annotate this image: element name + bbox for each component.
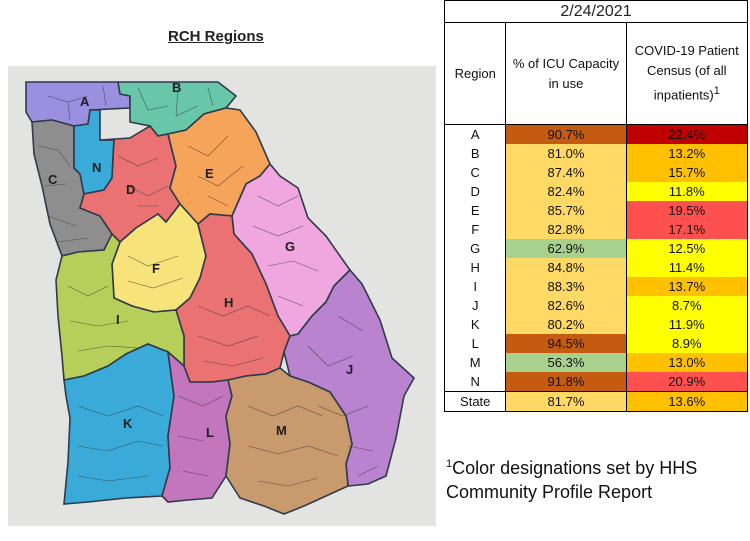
cell-region: B bbox=[443, 144, 507, 163]
table-row: C 87.4% 15.7% bbox=[443, 163, 749, 182]
rch-regions-map: A B C N D E G F H I J K L M bbox=[8, 66, 436, 526]
region-label-j: J bbox=[346, 362, 353, 377]
cell-icu: 85.7% bbox=[505, 201, 627, 220]
cell-census: 19.5% bbox=[625, 201, 749, 220]
region-label-k: K bbox=[123, 416, 133, 431]
cell-icu: 87.4% bbox=[505, 163, 627, 182]
header-region: Region bbox=[443, 22, 507, 125]
cell-census: 13.0% bbox=[625, 353, 749, 372]
table-row: K 80.2% 11.9% bbox=[443, 315, 749, 334]
region-label-g: G bbox=[285, 239, 295, 254]
header-census: COVID-19 Patient Census (of all inpatien… bbox=[625, 22, 749, 125]
cell-census: 20.9% bbox=[625, 372, 749, 392]
footnote-sup: 1 bbox=[446, 458, 453, 470]
cell-icu: 82.8% bbox=[505, 220, 627, 239]
cell-icu: 84.8% bbox=[505, 258, 627, 277]
cell-region: G bbox=[443, 239, 507, 258]
cell-region: H bbox=[443, 258, 507, 277]
footnote-text: Color designations set by HHS Community … bbox=[446, 458, 698, 502]
cell-region: N bbox=[443, 372, 507, 392]
region-i bbox=[55, 232, 185, 381]
cell-icu: 56.3% bbox=[505, 353, 627, 372]
cell-icu: 81.7% bbox=[505, 391, 627, 412]
cell-census: 11.4% bbox=[625, 258, 749, 277]
region-label-m: M bbox=[276, 423, 287, 438]
footnote: 1Color designations set by HHS Community… bbox=[446, 452, 746, 504]
cell-census: 12.5% bbox=[625, 239, 749, 258]
cell-census: 22.4% bbox=[625, 124, 749, 144]
cell-region: I bbox=[443, 277, 507, 296]
region-label-f: F bbox=[152, 261, 160, 276]
cell-census: 11.9% bbox=[625, 315, 749, 334]
cell-icu: 82.6% bbox=[505, 296, 627, 315]
table-row: I 88.3% 13.7% bbox=[443, 277, 749, 296]
header-census-sup: 1 bbox=[713, 85, 720, 98]
region-label-d: D bbox=[126, 182, 135, 197]
table-row: H 84.8% 11.4% bbox=[443, 258, 749, 277]
georgia-map-svg: A B C N D E G F H I J K L M bbox=[25, 80, 416, 515]
cell-icu: 82.4% bbox=[505, 182, 627, 201]
cell-region: J bbox=[443, 296, 507, 315]
cell-icu: 81.0% bbox=[505, 144, 627, 163]
region-label-h: H bbox=[224, 295, 233, 310]
table-row: L 94.5% 8.9% bbox=[443, 334, 749, 353]
table-row: E 85.7% 19.5% bbox=[443, 201, 749, 220]
cell-icu: 80.2% bbox=[505, 315, 627, 334]
icu-capacity-table: Region % of ICU Capacity in use COVID-19… bbox=[443, 22, 749, 412]
map-title: RCH Regions bbox=[168, 28, 264, 45]
table-row: D 82.4% 11.8% bbox=[443, 182, 749, 201]
table-row-state: State 81.7% 13.6% bbox=[443, 391, 749, 412]
cell-region: F bbox=[443, 220, 507, 239]
cell-census: 8.7% bbox=[625, 296, 749, 315]
region-a bbox=[25, 81, 131, 127]
region-label-l: L bbox=[206, 425, 214, 440]
table-row: F 82.8% 17.1% bbox=[443, 220, 749, 239]
table-row: B 81.0% 13.2% bbox=[443, 144, 749, 163]
cell-census: 17.1% bbox=[625, 220, 749, 239]
cell-region: E bbox=[443, 201, 507, 220]
table-row: A 90.7% 22.4% bbox=[443, 124, 749, 144]
cell-census: 13.2% bbox=[625, 144, 749, 163]
cell-census: 15.7% bbox=[625, 163, 749, 182]
cell-region: C bbox=[443, 163, 507, 182]
cell-icu: 88.3% bbox=[505, 277, 627, 296]
region-labels: A B C N D E G F H I J K L M bbox=[48, 80, 353, 440]
cell-icu: 94.5% bbox=[505, 334, 627, 353]
region-label-a: A bbox=[80, 94, 90, 109]
table-row: J 82.6% 8.7% bbox=[443, 296, 749, 315]
header-icu: % of ICU Capacity in use bbox=[505, 22, 627, 125]
cell-icu: 90.7% bbox=[505, 124, 627, 144]
table-body: A 90.7% 22.4% B 81.0% 13.2% C 87.4% 15.7% D 82.4% 1… bbox=[443, 124, 749, 412]
cell-census: 11.8% bbox=[625, 182, 749, 201]
cell-icu: 91.8% bbox=[505, 372, 627, 392]
region-label-b: B bbox=[172, 80, 181, 95]
table-row: N 91.8% 20.9% bbox=[443, 372, 749, 392]
cell-region: A bbox=[443, 124, 507, 144]
table-date: 2/24/2021 bbox=[444, 0, 748, 22]
cell-census: 8.9% bbox=[625, 334, 749, 353]
table-row: M 56.3% 13.0% bbox=[443, 353, 749, 372]
region-m bbox=[225, 367, 353, 515]
cell-census: 13.7% bbox=[625, 277, 749, 296]
cell-census: 13.6% bbox=[625, 391, 749, 412]
table-row: G 62.9% 12.5% bbox=[443, 239, 749, 258]
region-label-i: I bbox=[116, 312, 120, 327]
region-label-n: N bbox=[92, 160, 101, 175]
cell-region: D bbox=[443, 182, 507, 201]
county-lines bbox=[37, 85, 379, 487]
region-label-c: C bbox=[48, 172, 58, 187]
header-census-text: COVID-19 Patient Census (of all inpatien… bbox=[634, 43, 739, 103]
cell-region: State bbox=[443, 391, 507, 412]
cell-region: M bbox=[443, 353, 507, 372]
cell-region: L bbox=[443, 334, 507, 353]
region-label-e: E bbox=[205, 166, 214, 181]
cell-icu: 62.9% bbox=[505, 239, 627, 258]
cell-region: K bbox=[443, 315, 507, 334]
